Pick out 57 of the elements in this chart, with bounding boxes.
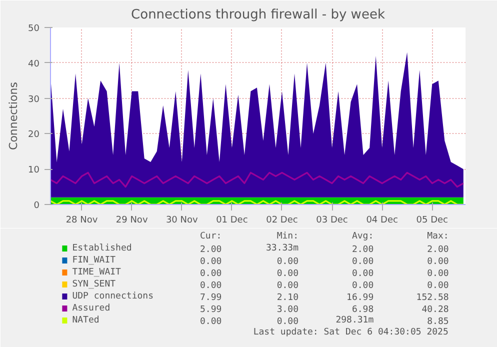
text: 0.00: [352, 257, 374, 267]
text: 0.00: [427, 281, 449, 291]
text: 298.31m: [336, 316, 374, 326]
x-tick-label: 03 Dec: [316, 216, 348, 226]
text: 8.85: [427, 317, 449, 327]
x-tick-label: 29 Nov: [116, 216, 148, 226]
text: 0.00: [427, 257, 449, 267]
text: 2.00: [352, 245, 374, 255]
text: 0.00: [200, 269, 222, 279]
x-tick-label: 28 Nov: [66, 216, 98, 226]
y-tick-label: 40: [28, 59, 40, 70]
text: 0.00: [200, 317, 222, 327]
legend-label: Assured: [72, 304, 110, 314]
y-tick-label: 20: [28, 130, 40, 140]
text: 152.58: [416, 293, 449, 303]
legend-label: NATed: [72, 316, 100, 326]
legend-label: SYN_SENT: [72, 280, 116, 290]
text: 2.00: [200, 245, 222, 255]
text: 6.98: [352, 305, 374, 315]
text: 5.99: [200, 305, 222, 315]
x-tick-label: 01 Dec: [216, 216, 248, 226]
text: Max:: [427, 232, 449, 242]
text: 0.00: [276, 257, 299, 267]
text: Cur:: [200, 232, 222, 242]
text: 2.10: [276, 293, 299, 303]
text: 16.99: [346, 293, 374, 303]
y-tick-label: 50: [28, 24, 40, 34]
text: 40.28: [422, 305, 449, 315]
text: 0.00: [200, 281, 222, 291]
x-tick-label: 05 Dec: [416, 216, 448, 226]
legend-label: Established: [72, 244, 132, 254]
y-tick-label: 0: [34, 201, 40, 211]
x-tick-label: 04 Dec: [366, 216, 398, 226]
text: 33.33m: [266, 244, 299, 254]
y-tick-label: 30: [28, 94, 40, 105]
text: 0.00: [352, 281, 374, 291]
x-tick-label: 02 Dec: [266, 216, 298, 226]
line-series: [50, 172, 464, 188]
text: Min:: [276, 232, 299, 242]
legend-label: TIME_WAIT: [72, 268, 122, 278]
text: 7.99: [200, 293, 222, 303]
y-axis-title: Connections: [7, 82, 20, 150]
legend-label: UDP connections: [72, 292, 154, 302]
chart-title: Connections through firewall - by week: [131, 8, 386, 22]
text: 0.00: [352, 269, 374, 279]
x-tick-label: 30 Nov: [166, 216, 198, 226]
text: 0.00: [200, 257, 222, 267]
text: Avg:: [352, 232, 374, 242]
text: Last update: Sat Dec 6 04:30:05 2025: [253, 328, 448, 338]
text: 3.00: [276, 305, 299, 315]
text: 0.00: [276, 269, 299, 279]
text: 2.00: [427, 245, 449, 255]
text: 0.00: [427, 269, 449, 279]
text: 0.00: [276, 317, 299, 327]
text: 0.00: [276, 281, 299, 291]
y-tick-label: 10: [28, 166, 40, 176]
legend-label: FIN_WAIT: [72, 256, 116, 266]
